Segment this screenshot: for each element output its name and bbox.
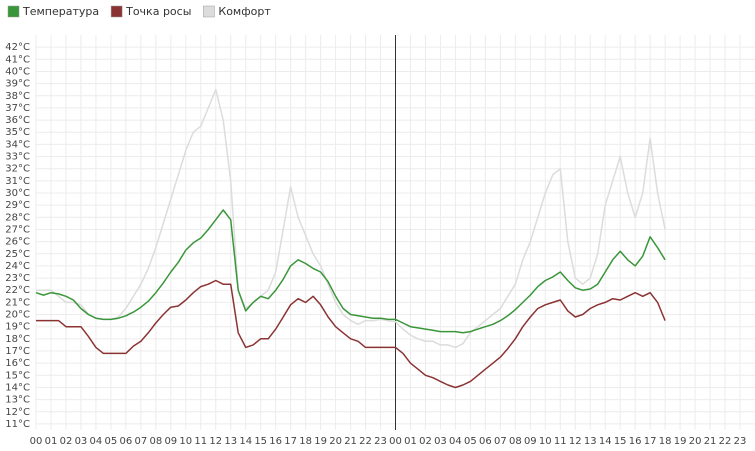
x-tick-label: 05 (105, 436, 118, 447)
x-tick-label: 13 (224, 436, 237, 447)
y-tick-label: 38°C (5, 91, 30, 102)
legend-item: Температура (7, 5, 99, 18)
y-tick-label: 42°C (5, 42, 30, 53)
x-tick-label: 22 (719, 436, 732, 447)
y-tick-label: 28°C (5, 212, 30, 223)
legend-swatch (110, 5, 123, 18)
y-tick-label: 24°C (5, 261, 30, 272)
x-tick-label: 10 (179, 436, 192, 447)
series-line (35, 209, 666, 334)
y-tick-label: 34°C (5, 139, 30, 150)
x-tick-label: 07 (494, 436, 507, 447)
legend-label: Комфорт (218, 5, 271, 18)
x-tick-label: 09 (524, 436, 537, 447)
y-tick-label: 27°C (5, 224, 30, 235)
y-tick-label: 31°C (5, 176, 30, 187)
x-tick-label: 18 (299, 436, 312, 447)
series-line (36, 88, 666, 349)
x-tick-label: 12 (569, 436, 582, 447)
y-tick-label: 41°C (5, 54, 30, 65)
x-tick-label: 02 (419, 436, 432, 447)
x-tick-label: 06 (120, 436, 133, 447)
y-tick-label: 19°C (5, 322, 30, 333)
y-tick-label: 21°C (5, 297, 30, 308)
y-tick-label: 37°C (5, 103, 30, 114)
y-tick-label: 15°C (5, 370, 30, 381)
x-tick-label: 06 (479, 436, 492, 447)
x-tick-label: 11 (554, 436, 567, 447)
x-tick-label: 18 (659, 436, 672, 447)
x-tick-label: 15 (254, 436, 267, 447)
x-tick-label: 21 (704, 436, 717, 447)
x-tick-label: 04 (449, 436, 462, 447)
x-tick-label: 10 (539, 436, 552, 447)
x-tick-label: 23 (734, 436, 747, 447)
y-tick-label: 36°C (5, 115, 30, 126)
x-tick-label: 05 (464, 436, 477, 447)
x-tick-label: 12 (209, 436, 222, 447)
x-tick-label: 21 (344, 436, 357, 447)
y-tick-label: 29°C (5, 200, 30, 211)
y-tick-label: 25°C (5, 249, 30, 260)
y-tick-label: 17°C (5, 346, 30, 357)
y-tick-label: 33°C (5, 152, 30, 163)
x-tick-label: 09 (164, 436, 177, 447)
y-tick-label: 13°C (5, 395, 30, 406)
x-tick-label: 02 (60, 436, 73, 447)
y-tick-label: 39°C (5, 79, 30, 90)
legend-item: Комфорт (203, 5, 271, 18)
x-tick-label: 00 (30, 436, 43, 447)
x-tick-label: 23 (374, 436, 387, 447)
x-tick-label: 11 (194, 436, 207, 447)
x-tick-label: 17 (284, 436, 297, 447)
x-tick-label: 14 (239, 436, 252, 447)
x-tick-label: 08 (149, 436, 162, 447)
y-tick-label: 14°C (5, 382, 30, 393)
x-tick-label: 20 (689, 436, 702, 447)
x-tick-label: 15 (614, 436, 627, 447)
x-tick-label: 17 (644, 436, 657, 447)
legend-label: Точка росы (125, 5, 191, 18)
x-tick-label: 14 (599, 436, 612, 447)
x-tick-label: 13 (584, 436, 597, 447)
series-line (36, 279, 666, 389)
y-tick-label: 12°C (5, 407, 30, 418)
x-tick-label: 04 (90, 436, 103, 447)
x-tick-label: 03 (434, 436, 447, 447)
x-tick-label: 07 (134, 436, 147, 447)
y-tick-label: 40°C (5, 66, 30, 77)
y-tick-label: 35°C (5, 127, 30, 138)
y-tick-label: 23°C (5, 273, 30, 284)
x-tick-label: 16 (269, 436, 282, 447)
x-tick-label: 01 (404, 436, 417, 447)
legend-swatch (203, 5, 215, 18)
y-tick-label: 11°C (5, 419, 30, 430)
x-tick-label: 19 (314, 436, 327, 447)
y-tick-label: 26°C (5, 237, 30, 248)
y-tick-label: 32°C (5, 164, 30, 175)
x-tick-label: 20 (329, 436, 342, 447)
y-tick-label: 30°C (5, 188, 30, 199)
x-tick-label: 22 (359, 436, 372, 447)
x-tick-label: 03 (75, 436, 88, 447)
y-tick-label: 22°C (5, 285, 30, 296)
x-tick-label: 08 (509, 436, 522, 447)
x-tick-label: 19 (674, 436, 687, 447)
y-tick-label: 18°C (5, 334, 30, 345)
x-tick-label: 16 (629, 436, 642, 447)
x-tick-label: 01 (45, 436, 58, 447)
y-tick-label: 16°C (5, 358, 30, 369)
y-tick-label: 20°C (5, 310, 30, 321)
legend-swatch (7, 5, 20, 18)
x-tick-label: 00 (389, 436, 402, 447)
legend-label: Температура (22, 5, 99, 18)
legend-item: Точка росы (110, 5, 191, 18)
